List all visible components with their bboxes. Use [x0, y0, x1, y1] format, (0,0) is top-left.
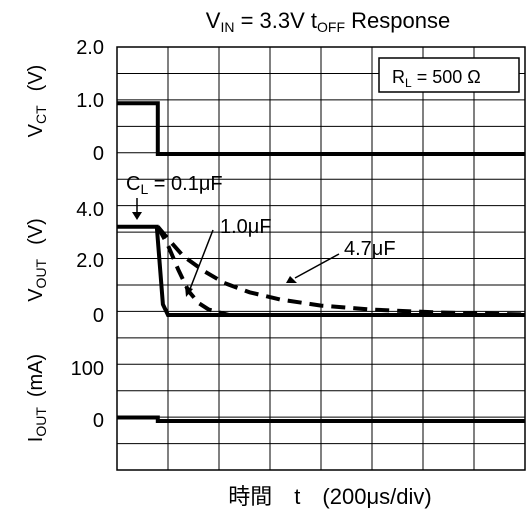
chart-grid — [116, 46, 526, 471]
y-tick-label: 1.0 — [76, 90, 104, 112]
y-axis-label-iout: IOUT(mA) — [25, 354, 49, 442]
series-vct-0 — [117, 101, 525, 156]
annotation-1-0uf: 1.0μF — [220, 216, 272, 238]
annotation-arrow-head — [185, 286, 193, 297]
plot-frame — [116, 46, 526, 471]
annotation-cl-0-1uf: CL = 0.1μF — [126, 173, 223, 197]
series-vout-0 — [117, 224, 525, 317]
annotation-arrow-head — [132, 212, 142, 220]
condition-box — [378, 57, 520, 93]
condition-label: RL = 500 Ω — [392, 67, 481, 90]
y-tick-label: 0 — [93, 410, 104, 432]
series-iout-0 — [117, 415, 525, 423]
y-tick-label: 0 — [93, 305, 104, 327]
y-axis-label-vct: VCT(V) — [25, 65, 49, 138]
y-tick-label: 4.0 — [76, 199, 104, 221]
annotation-4-7uf: 4.7μF — [344, 238, 396, 260]
y-tick-label: 2.0 — [76, 37, 104, 59]
x-axis-label: 時間 t (200μs/div) — [228, 484, 431, 509]
series-vout-1 — [156, 225, 230, 317]
y-axis-label-vout: VOUT(V) — [25, 218, 49, 302]
chart-title: VIN = 3.3V tOFF Response — [206, 8, 450, 35]
series-layer — [117, 101, 526, 423]
y-tick-label: 2.0 — [76, 250, 104, 272]
annotation-arrow-1-0uf — [189, 229, 214, 290]
y-tick-label: 0 — [93, 143, 104, 165]
annotation-arrow-4-7uf — [294, 253, 340, 279]
y-tick-label: 100 — [71, 358, 104, 380]
y-tick-labels-vout: 4.0 2.0 0 — [76, 199, 104, 327]
annotation-arrow-head — [286, 276, 297, 283]
y-tick-labels-vct: 2.0 1.0 0 — [76, 37, 104, 165]
series-vout-2 — [156, 225, 526, 317]
y-tick-labels-iout: 100 0 — [71, 358, 104, 432]
